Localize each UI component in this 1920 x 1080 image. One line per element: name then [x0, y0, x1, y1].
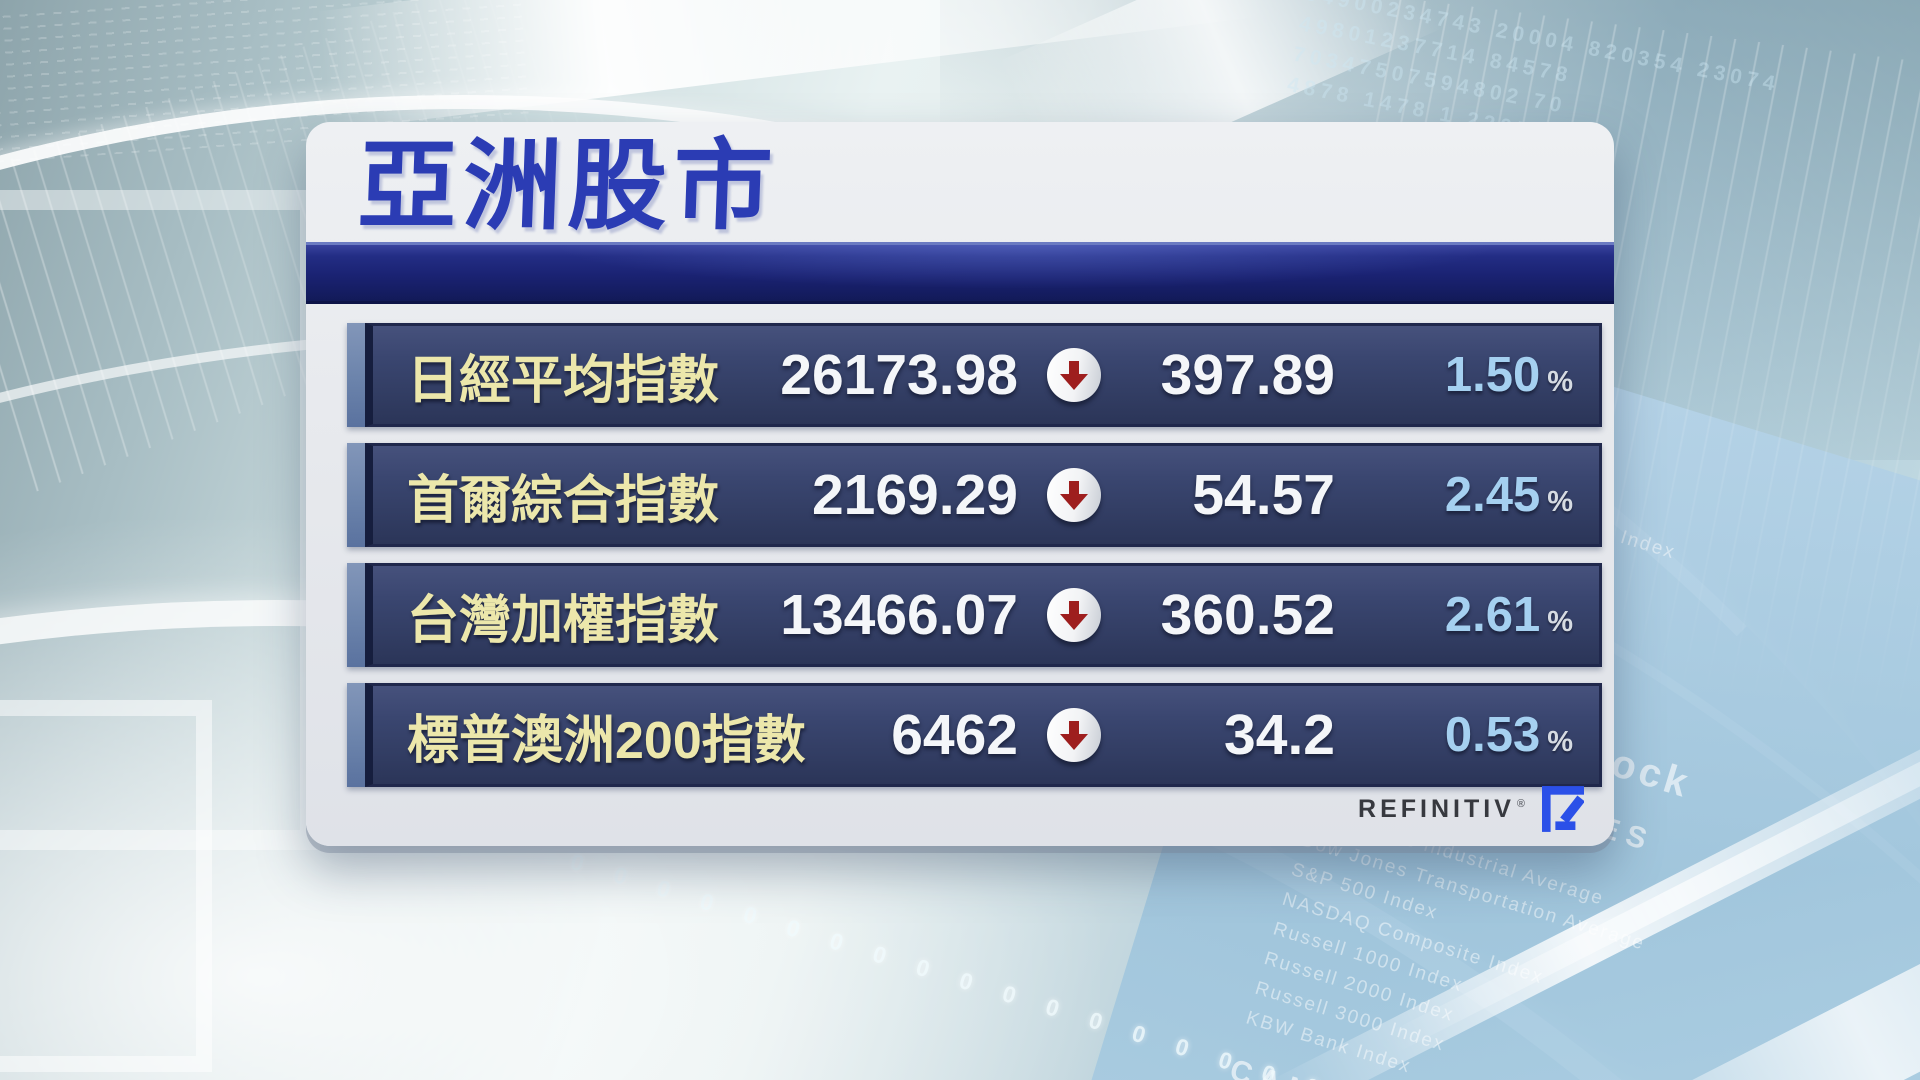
index-change-value: 54.57	[1192, 463, 1335, 527]
table-row: 日經平均指數 26173.98 397.89 1.50%	[347, 323, 1602, 427]
percent-value: 1.50	[1444, 348, 1541, 402]
refinitiv-wordmark: REFINITIV ®	[1358, 794, 1529, 823]
background-light-beam	[1539, 812, 1920, 1080]
red-down-arrow	[1060, 481, 1088, 510]
index-last-value: 6462	[891, 703, 1018, 767]
row-accent-bar	[347, 683, 365, 787]
background-screen-text: Dow Jones Transportation Average	[1297, 829, 1648, 955]
arrow-circle	[1047, 348, 1101, 402]
background-number-line: 5676756	[1308, 0, 1788, 70]
percent-sign: %	[1547, 606, 1573, 638]
red-down-arrow	[1060, 361, 1088, 390]
index-percent: 2.45%	[1335, 467, 1599, 523]
index-last-value: 13466.07	[780, 583, 1018, 647]
percent-value: 2.45	[1444, 468, 1541, 522]
market-panel: 亞洲股市 日經平均指數 26173.98	[306, 122, 1614, 846]
background-ring	[0, 700, 212, 1072]
background-screen-text: Russell 3000 Index	[1252, 977, 1448, 1056]
index-change-value: 360.52	[1160, 583, 1335, 647]
index-last-value: 26173.98	[780, 343, 1018, 407]
background-screen-text: CANADA	[1226, 1053, 1877, 1080]
down-arrow-icon	[1018, 588, 1130, 642]
background-screen-text: Russell 1000 Index	[1270, 918, 1466, 997]
background-number-line: 49801237714 84578	[1297, 12, 1575, 88]
row-body: 首爾綜合指數 2169.29 54.57 2.45%	[365, 443, 1602, 547]
index-percent: 1.50%	[1335, 347, 1599, 403]
background-light-beam	[316, 0, 1264, 131]
table-row: 首爾綜合指數 2169.29 54.57 2.45%	[347, 443, 1602, 547]
background-screen-text: KBW Bank Index	[1243, 1007, 1414, 1078]
index-table: 日經平均指數 26173.98 397.89 1.50%	[347, 323, 1602, 803]
index-name: 標普澳洲200指數	[407, 711, 806, 770]
index-name: 日經平均指數	[407, 351, 720, 410]
background-zeros-line: 0 0 0 0 0 0 0 0 0 0 0 0 0 0 0 0 0 0	[567, 848, 1335, 1080]
arrow-circle	[1047, 708, 1101, 762]
index-percent: 2.61%	[1335, 587, 1599, 643]
row-body: 標普澳洲200指數 6462 34.2 0.53%	[365, 683, 1602, 787]
index-percent: 0.53%	[1335, 707, 1599, 763]
background-number-line: 34900234743 20004 820354 23074	[1303, 0, 1782, 97]
table-row: 台灣加權指數 13466.07 360.52 2.61%	[347, 563, 1602, 667]
arrow-circle	[1047, 468, 1101, 522]
index-last-value: 2169.29	[811, 463, 1018, 527]
red-down-arrow	[1060, 601, 1088, 630]
percent-sign: %	[1547, 366, 1573, 398]
page-title: 亞洲股市	[356, 130, 780, 241]
index-change-value: 397.89	[1160, 343, 1335, 407]
title-banner-bar	[306, 242, 1614, 304]
index-change-value: 34.2	[1224, 703, 1335, 767]
background-screen-text: NASDAQ Composite Index	[1279, 888, 1547, 989]
table-row: 標普澳洲200指數 6462 34.2 0.53%	[347, 683, 1602, 787]
down-arrow-icon	[1018, 468, 1130, 522]
row-body: 日經平均指數 26173.98 397.89 1.50%	[365, 323, 1602, 427]
down-arrow-icon	[1018, 708, 1130, 762]
row-body: 台灣加權指數 13466.07 360.52 2.61%	[365, 563, 1602, 667]
row-accent-bar	[347, 323, 365, 427]
arrow-circle	[1047, 588, 1101, 642]
percent-value: 2.61	[1444, 588, 1541, 642]
index-name: 首爾綜合指數	[407, 471, 720, 530]
row-accent-bar	[347, 563, 365, 667]
percent-sign: %	[1547, 486, 1573, 518]
data-provider-branding: REFINITIV ®	[1358, 786, 1584, 832]
row-accent-bar	[347, 443, 365, 547]
red-down-arrow	[1060, 721, 1088, 750]
down-arrow-icon	[1018, 348, 1130, 402]
background-screen-text: Russell 2000 Index	[1261, 948, 1457, 1026]
percent-sign: %	[1547, 726, 1573, 758]
trademark-symbol: ®	[1516, 798, 1529, 811]
refinitiv-logo-icon	[1542, 786, 1584, 832]
index-name: 台灣加權指數	[407, 591, 720, 650]
percent-value: 0.53	[1444, 708, 1541, 762]
background-screen-text: S&P 500 Index	[1288, 859, 1441, 924]
background-ring	[0, 190, 320, 850]
